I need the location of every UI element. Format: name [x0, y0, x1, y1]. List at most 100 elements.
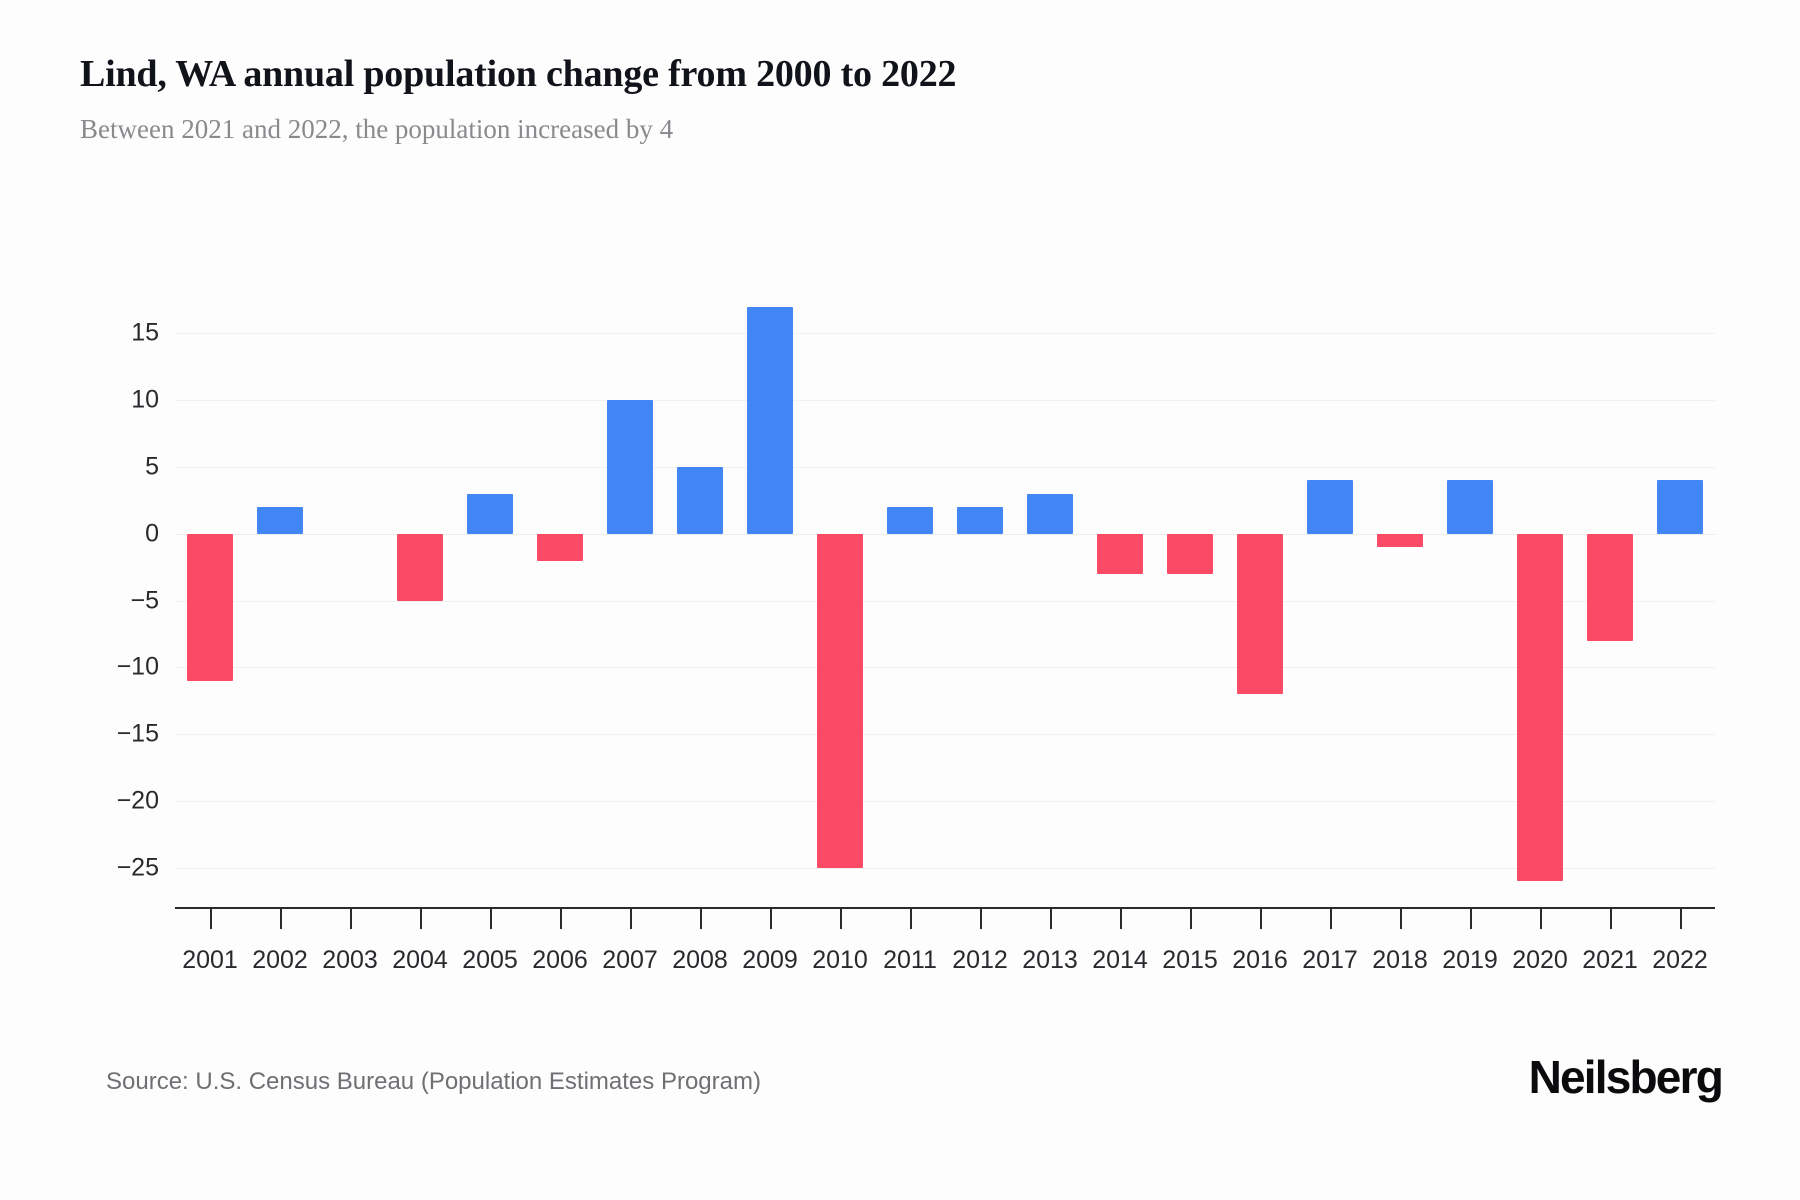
bar-slot	[175, 296, 245, 900]
bars-group	[175, 296, 1715, 900]
x-axis-tick-label-2011: 2011	[883, 946, 937, 974]
y-axis-tick-label: −10	[116, 652, 159, 681]
x-axis-tick	[560, 907, 562, 929]
x-axis-tick-label-2007: 2007	[602, 946, 658, 974]
brand-logo: Neilsberg	[1528, 1051, 1724, 1103]
bar-2020[interactable]	[1517, 533, 1563, 882]
bar-2010[interactable]	[817, 533, 863, 868]
page-title: Lind, WA annual population change from 2…	[80, 53, 957, 95]
x-axis-tick	[980, 907, 982, 929]
bar-slot	[945, 296, 1015, 900]
x-axis-tick-label-2019: 2019	[1442, 946, 1498, 974]
bar-slot	[1155, 296, 1225, 900]
x-axis-tick-label-2020: 2020	[1512, 946, 1568, 974]
x-axis-line	[175, 907, 1715, 909]
y-axis-tick-label: −25	[116, 853, 159, 882]
gridline	[175, 867, 1715, 869]
bar-2017[interactable]	[1307, 480, 1353, 534]
bar-slot	[385, 296, 455, 900]
bar-slot	[1085, 296, 1155, 900]
bar-slot	[805, 296, 875, 900]
x-axis-tick	[420, 907, 422, 929]
gridline	[175, 533, 1715, 535]
bar-slot	[315, 296, 385, 900]
x-axis-tick	[1610, 907, 1612, 929]
bar-slot	[1505, 296, 1575, 900]
bar-slot	[1575, 296, 1645, 900]
x-axis-tick	[910, 907, 912, 929]
bar-slot	[1225, 296, 1295, 900]
bar-2018[interactable]	[1377, 533, 1423, 548]
x-axis-tick	[350, 907, 352, 929]
bar-2012[interactable]	[957, 507, 1003, 534]
x-axis-tick-label-2016: 2016	[1232, 946, 1288, 974]
bar-slot	[525, 296, 595, 900]
bar-2005[interactable]	[467, 493, 513, 534]
y-axis-tick-label: −15	[116, 719, 159, 748]
x-axis-tick-label-2015: 2015	[1162, 946, 1218, 974]
x-axis-tick-label-2008: 2008	[672, 946, 728, 974]
x-axis-tick-label-2017: 2017	[1302, 946, 1358, 974]
bar-slot	[1295, 296, 1365, 900]
x-axis-tick	[280, 907, 282, 929]
y-axis-tick-label: 15	[131, 318, 159, 347]
y-axis-tick-label: 5	[145, 452, 159, 481]
source-note: Source: U.S. Census Bureau (Population E…	[106, 1068, 761, 1095]
x-axis-tick-label-2010: 2010	[812, 946, 868, 974]
bar-slot	[455, 296, 525, 900]
x-axis-tick-label-2003: 2003	[322, 946, 378, 974]
bar-2015[interactable]	[1167, 533, 1213, 574]
bar-2008[interactable]	[677, 467, 723, 534]
x-axis-tick-label-2006: 2006	[532, 946, 588, 974]
x-axis-tick	[1260, 907, 1262, 929]
y-axis-tick-label: −5	[130, 586, 159, 615]
bar-2001[interactable]	[187, 533, 233, 681]
bar-2016[interactable]	[1237, 533, 1283, 695]
bar-2009[interactable]	[747, 306, 793, 534]
x-axis-tick-label-2014: 2014	[1092, 946, 1148, 974]
y-axis-tick-label: 10	[131, 385, 159, 414]
bar-2002[interactable]	[257, 507, 303, 534]
bar-2013[interactable]	[1027, 493, 1073, 534]
x-axis-tick-label-2005: 2005	[462, 946, 518, 974]
x-axis-tick	[630, 907, 632, 929]
chart-header: Lind, WA annual population change from 2…	[80, 52, 1720, 145]
x-axis-tick-label-2012: 2012	[952, 946, 1008, 974]
x-axis-tick-label-2013: 2013	[1022, 946, 1078, 974]
x-axis-tick-label-2004: 2004	[392, 946, 448, 974]
gridline	[175, 467, 1715, 469]
x-axis-tick-label-2001: 2001	[182, 946, 238, 974]
bar-2014[interactable]	[1097, 533, 1143, 574]
gridline	[175, 400, 1715, 402]
x-axis-tick	[1190, 907, 1192, 929]
plot-area: 15 10 5 0 −5 −10 −15 −20 −25	[117, 296, 1715, 900]
gridline	[175, 667, 1715, 669]
gridline	[175, 600, 1715, 602]
x-axis-tick-label-2018: 2018	[1372, 946, 1428, 974]
bar-2004[interactable]	[397, 533, 443, 601]
bar-2021[interactable]	[1587, 533, 1633, 641]
x-axis-tick-label-2009: 2009	[742, 946, 798, 974]
x-axis-tick	[700, 907, 702, 929]
bar-2011[interactable]	[887, 507, 933, 534]
bar-2006[interactable]	[537, 533, 583, 561]
bar-slot	[1365, 296, 1435, 900]
x-axis-tick	[1050, 907, 1052, 929]
bar-slot	[1645, 296, 1715, 900]
bar-slot	[595, 296, 665, 900]
x-axis-tick	[1470, 907, 1472, 929]
bar-2019[interactable]	[1447, 480, 1493, 534]
x-axis-tick	[1120, 907, 1122, 929]
bar-2007[interactable]	[607, 400, 653, 534]
x-axis-tick	[210, 907, 212, 929]
bar-slot	[665, 296, 735, 900]
bar-2022[interactable]	[1657, 480, 1703, 534]
bar-slot	[1435, 296, 1505, 900]
x-axis-tick-label-2021: 2021	[1582, 946, 1638, 974]
gridline	[175, 801, 1715, 803]
bar-slot	[735, 296, 805, 900]
x-axis-tick	[1330, 907, 1332, 929]
bar-slot	[1015, 296, 1085, 900]
x-axis-tick	[1400, 907, 1402, 929]
